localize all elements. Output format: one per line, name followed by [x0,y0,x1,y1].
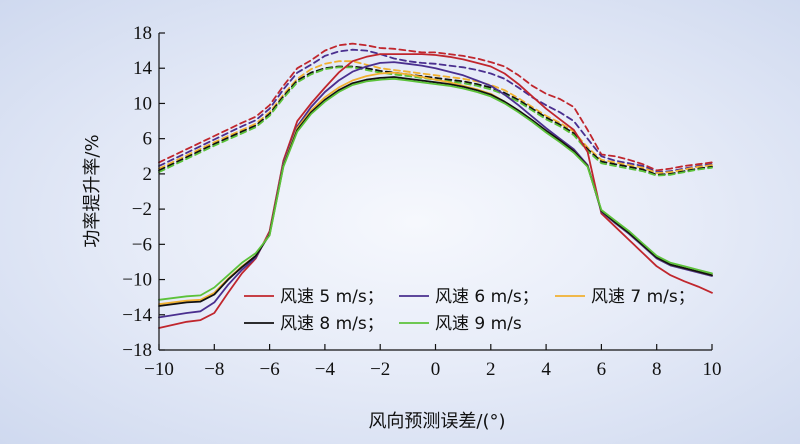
y-tick-label: 6 [143,129,153,150]
y-axis-title: 功率提升率/% [82,134,103,247]
x-tick-label: 2 [486,359,496,380]
x-tick-label: 4 [541,359,551,380]
legend-label: 风速 5 m/s； [280,287,384,307]
x-tick-label: 8 [652,359,662,380]
legend-label: 风速 7 m/s； [591,287,695,307]
series-line-dashed [158,65,713,176]
legend: 风速 5 m/s； 风速 6 m/s； 风速 7 m/s； 风速 8 m/s； 风速 9… [244,287,695,334]
x-tick-label: 6 [597,359,607,380]
legend-label: 风速 8 m/s； [280,314,384,334]
y-tick-label: −14 [122,305,152,326]
x-tick-label: −10 [144,359,174,380]
x-tick-label: −2 [370,359,390,380]
x-tick-label: 10 [703,359,722,380]
series-line-dashed [158,60,713,174]
series-line-dashed [158,42,713,172]
x-tick-label: −6 [259,359,279,380]
ticks: −18 −14 −10 −6 −2 2 6 10 14 18 −10 −8 −6 −4 −2 0 2 4 6 8 10 [122,23,721,380]
x-tick-label: −8 [204,359,224,380]
x-tick-label: 0 [431,359,441,380]
y-tick-label: 18 [133,23,152,44]
legend-label: 风速 6 m/s； [435,287,539,307]
y-tick-label: −2 [132,199,152,220]
legend-label: 风速 9 m/s [435,314,522,334]
series-line-solid [158,76,713,307]
x-axis-title: 风向预测误差/(°) [368,411,505,432]
y-tick-label: 14 [133,58,153,79]
series-line-dashed [158,48,713,174]
y-tick-label: −10 [122,270,152,291]
series-line-solid [158,77,713,301]
y-tick-label: 2 [143,164,153,185]
plot-lines [158,42,713,329]
series-line-dashed [158,66,713,177]
y-tick-label: −6 [132,234,152,255]
x-tick-label: −4 [315,359,336,380]
y-tick-label: −18 [122,340,152,361]
series-line-solid [158,61,713,319]
y-tick-label: 10 [133,93,152,114]
